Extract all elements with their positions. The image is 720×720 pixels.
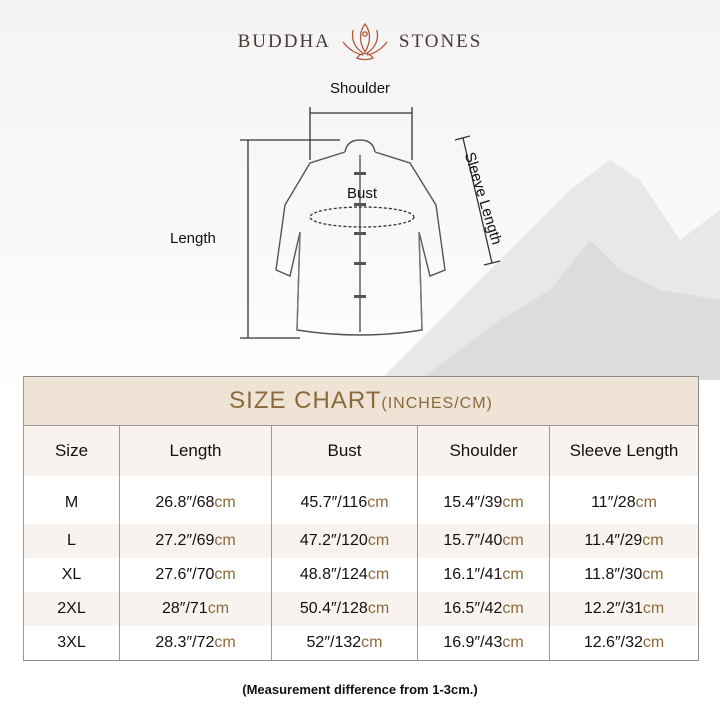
brand-name-right: STONES bbox=[398, 31, 483, 52]
unit-cm: cm bbox=[214, 494, 236, 511]
table-row: L 27.2″/69cm 47.2″/120cm 15.7″/40cm 11.4″/29… bbox=[23, 524, 699, 558]
cell-sleeve: 11.4″/29cm bbox=[549, 524, 699, 558]
cell-value: XL bbox=[61, 566, 82, 583]
cell-bust: 52″/132cm bbox=[271, 626, 418, 661]
cell-size: L bbox=[23, 524, 120, 558]
cell-shoulder: 15.4″/39cm bbox=[417, 476, 550, 524]
header-size: Size bbox=[23, 425, 120, 476]
unit-cm: cm bbox=[367, 566, 390, 583]
unit-cm: cm bbox=[502, 494, 524, 511]
cell-sleeve: 11″/28cm bbox=[549, 476, 699, 524]
cell-value: 50.4″/128 bbox=[299, 600, 368, 617]
cell-length: 27.2″/69cm bbox=[119, 524, 272, 558]
header-shoulder: Shoulder bbox=[417, 425, 550, 476]
unit-cm: cm bbox=[367, 600, 390, 617]
cell-shoulder: 15.7″/40cm bbox=[417, 524, 550, 558]
shoulder-label: Shoulder bbox=[330, 80, 391, 97]
cell-size: 3XL bbox=[23, 626, 120, 661]
cell-sleeve: 11.8″/30cm bbox=[549, 558, 699, 592]
cell-value: L bbox=[67, 532, 76, 549]
table-row: M 26.8″/68cm 45.7″/116cm 15.4″/39cm 11″/28cm bbox=[23, 476, 699, 524]
size-chart-title-row: SIZE CHART(INCHES/CM) bbox=[23, 376, 699, 426]
cell-value: 16.1″/41 bbox=[443, 566, 503, 583]
unit-cm: cm bbox=[502, 532, 524, 549]
measurement-note: (Measurement difference from 1-3cm.) bbox=[242, 682, 478, 697]
cell-sleeve: 12.6″/32cm bbox=[549, 626, 699, 661]
unit-cm: cm bbox=[642, 532, 664, 549]
cell-shoulder: 16.5″/42cm bbox=[417, 592, 550, 626]
unit-cm: cm bbox=[367, 532, 390, 549]
cell-value: 27.6″/70 bbox=[155, 566, 215, 583]
unit-cm: cm bbox=[367, 494, 389, 511]
size-chart-table: SIZE CHART(INCHES/CM) Size Length Bust S… bbox=[23, 376, 699, 661]
cell-sleeve: 12.2″/31cm bbox=[549, 592, 699, 626]
cell-bust: 47.2″/120cm bbox=[271, 524, 418, 558]
unit-cm: cm bbox=[214, 634, 236, 651]
unit-cm: cm bbox=[642, 634, 665, 651]
cell-value: 16.9″/43 bbox=[443, 634, 503, 651]
cell-size: XL bbox=[23, 558, 120, 592]
header-sleeve-length: Sleeve Length bbox=[549, 425, 699, 476]
cell-bust: 48.8″/124cm bbox=[271, 558, 418, 592]
unit-cm: cm bbox=[207, 600, 230, 617]
table-row: XL 27.6″/70cm 48.8″/124cm 16.1″/41cm 11.8″/3… bbox=[23, 558, 699, 592]
cell-value: 47.2″/120 bbox=[299, 532, 368, 549]
cell-value: 11″/28 bbox=[591, 494, 636, 511]
cell-value: 27.2″/69 bbox=[155, 532, 215, 549]
cell-size: M bbox=[23, 476, 120, 524]
mountain-background bbox=[380, 160, 720, 380]
cell-value: M bbox=[64, 494, 79, 511]
length-label: Length bbox=[170, 230, 216, 247]
cell-value: 15.4″/39 bbox=[443, 494, 503, 511]
cell-value: 12.2″/31 bbox=[583, 600, 643, 617]
cell-bust: 45.7″/116cm bbox=[271, 476, 418, 524]
lotus-meditation-icon bbox=[342, 22, 388, 61]
cell-value: 28.3″/72 bbox=[155, 634, 215, 651]
jacket-diagram bbox=[240, 107, 501, 339]
cell-value: 52″/132 bbox=[306, 634, 362, 651]
unit-cm: cm bbox=[642, 600, 665, 617]
cell-value: 16.5″/42 bbox=[443, 600, 503, 617]
size-chart-title: SIZE CHART(INCHES/CM) bbox=[23, 376, 699, 426]
cell-value: 3XL bbox=[57, 634, 86, 651]
cell-length: 27.6″/70cm bbox=[119, 558, 272, 592]
cell-value: 11.8″/30 bbox=[584, 566, 643, 583]
header-length: Length bbox=[119, 425, 272, 476]
cell-value: 28″/71 bbox=[161, 600, 208, 617]
cell-bust: 50.4″/128cm bbox=[271, 592, 418, 626]
table-row: 3XL 28.3″/72cm 52″/132cm 16.9″/43cm 12.6″/32… bbox=[23, 626, 699, 661]
unit-cm: cm bbox=[502, 634, 524, 651]
unit-cm: cm bbox=[642, 566, 664, 583]
table-row: 2XL 28″/71cm 50.4″/128cm 16.5″/42cm 12.2″/31… bbox=[23, 592, 699, 626]
title-units: (INCHES/CM) bbox=[381, 395, 493, 412]
cell-length: 28″/71cm bbox=[119, 592, 272, 626]
header-row: Size Length Bust Shoulder Sleeve Length bbox=[23, 425, 699, 476]
cell-value: 11.4″/29 bbox=[584, 532, 643, 549]
cell-size: 2XL bbox=[23, 592, 120, 626]
unit-cm: cm bbox=[214, 532, 236, 549]
unit-cm: cm bbox=[502, 600, 524, 617]
cell-length: 26.8″/68cm bbox=[119, 476, 272, 524]
header-bust: Bust bbox=[271, 425, 418, 476]
cell-value: 15.7″/40 bbox=[443, 532, 503, 549]
cell-shoulder: 16.9″/43cm bbox=[417, 626, 550, 661]
cell-value: 45.7″/116 bbox=[300, 494, 368, 511]
unit-cm: cm bbox=[361, 634, 383, 651]
cell-value: 48.8″/124 bbox=[299, 566, 368, 583]
unit-cm: cm bbox=[214, 566, 236, 583]
cell-length: 28.3″/72cm bbox=[119, 626, 272, 661]
cell-value: 2XL bbox=[57, 600, 86, 617]
cell-value: 12.6″/32 bbox=[583, 634, 643, 651]
cell-shoulder: 16.1″/41cm bbox=[417, 558, 550, 592]
brand-logo: BUDDHA STONES bbox=[0, 22, 720, 62]
unit-cm: cm bbox=[502, 566, 524, 583]
cell-value: 26.8″/68 bbox=[155, 494, 215, 511]
title-text: SIZE CHART bbox=[229, 387, 382, 414]
brand-name-left: BUDDHA bbox=[237, 31, 331, 52]
bust-label: Bust bbox=[347, 185, 378, 202]
unit-cm: cm bbox=[635, 494, 657, 511]
